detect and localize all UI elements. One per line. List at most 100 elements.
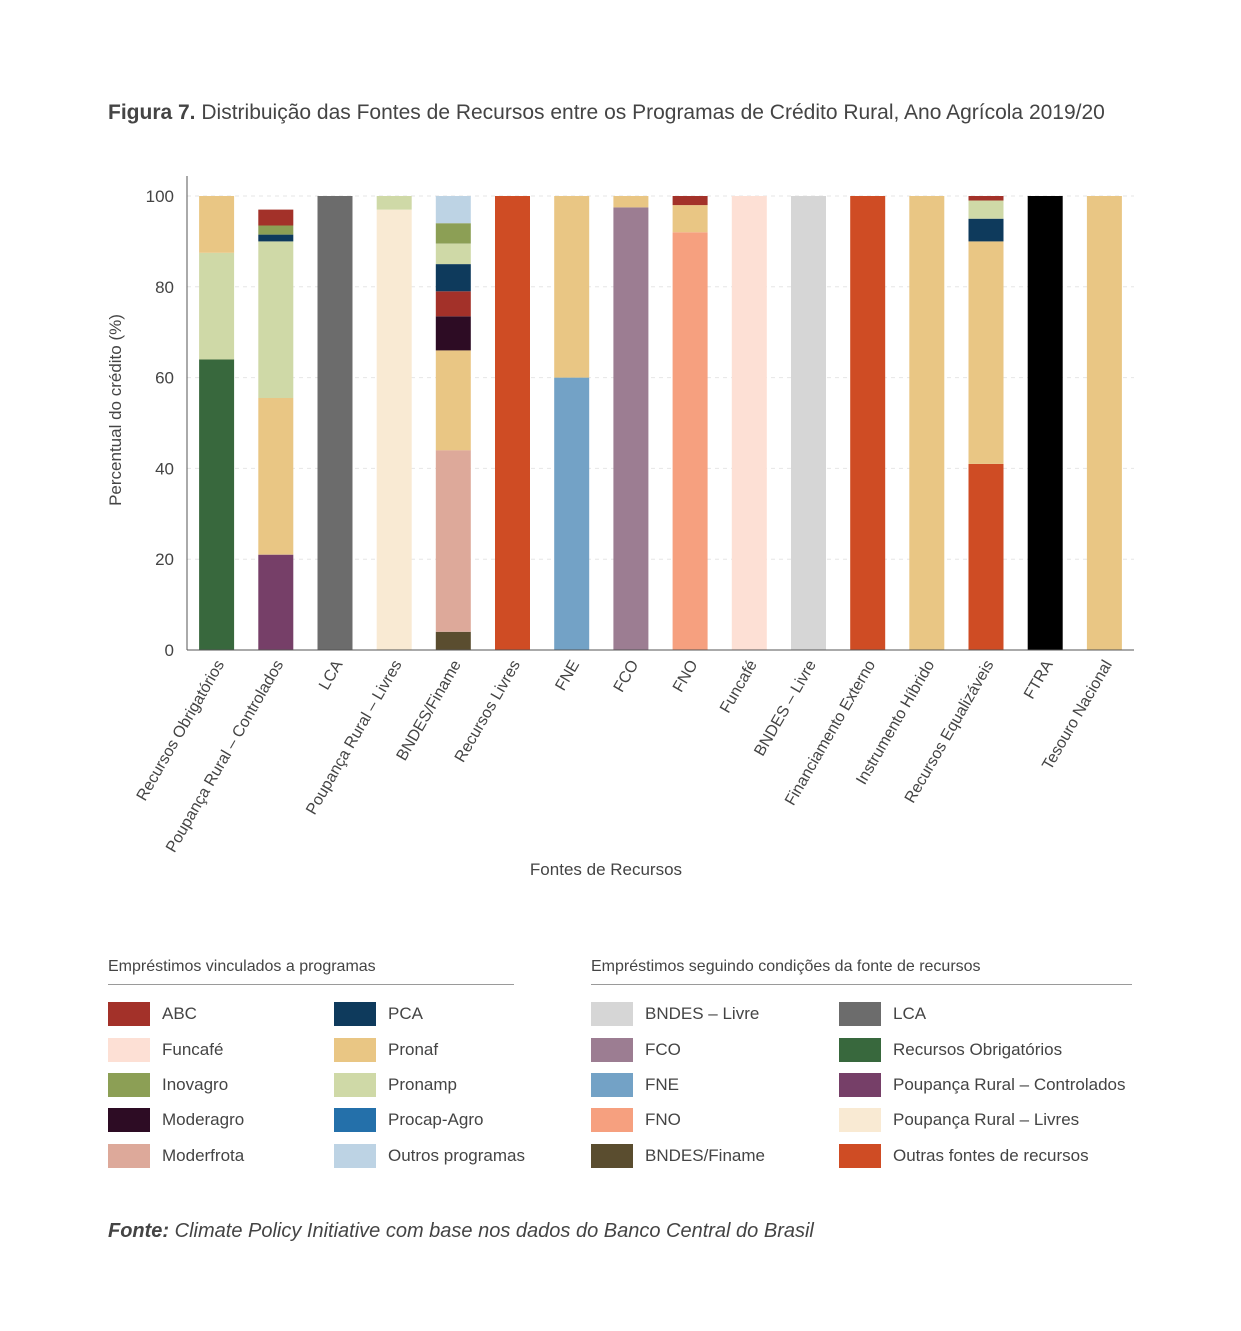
legend-item-pca: PCA: [334, 1002, 423, 1026]
legend-item-inovagro: Inovagro: [108, 1073, 228, 1097]
x-tick-label: BNDES/Finame: [394, 657, 465, 763]
legend-label: ABC: [162, 1004, 197, 1023]
x-tick-label: Recursos Livres: [452, 658, 524, 766]
legend-label: Poupança Rural – Controlados: [893, 1075, 1126, 1094]
legend-swatch: [334, 1038, 376, 1062]
y-tick-label: 80: [155, 278, 174, 297]
legend-item-poupanca-rural-livres: Poupança Rural – Livres: [839, 1108, 1079, 1132]
bar-segment-outras-fontes-de-recursos: [968, 463, 1004, 650]
bar-segment-bndes-livre: [791, 196, 826, 650]
bar-segment-abc: [968, 196, 1004, 201]
legend-label: PCA: [388, 1004, 423, 1023]
legend-label: BNDES – Livre: [645, 1004, 760, 1023]
bar-segment-fno: [672, 232, 708, 651]
bar-segment-abc: [258, 209, 294, 226]
legend-swatch: [108, 1144, 150, 1168]
legend-swatch: [591, 1108, 633, 1132]
x-tick-label: LCA: [316, 657, 346, 693]
legend-label: BNDES/Finame: [645, 1146, 765, 1165]
bar-segment-pronamp: [376, 196, 412, 210]
x-tick-label: BNDES – Livre: [751, 657, 820, 759]
bar-segment-abc: [672, 196, 708, 206]
legend-swatch: [591, 1073, 633, 1097]
legend-label: Outros programas: [388, 1146, 525, 1165]
legend-item-fco: FCO: [591, 1038, 681, 1062]
legend-item-outros-programas: Outros programas: [334, 1144, 525, 1168]
legend-swatch: [334, 1073, 376, 1097]
y-tick-label: 40: [155, 459, 174, 478]
legend-item-pronaf: Pronaf: [334, 1038, 438, 1062]
x-tick-label: FCO: [611, 658, 643, 696]
bar-segment-pronaf: [613, 196, 649, 208]
x-tick-label: Poupança Rural – Controlados: [163, 658, 287, 856]
x-tick-label: FNO: [670, 658, 702, 696]
legend-item-funcafe: Funcafé: [108, 1038, 223, 1062]
bar-segment-pronaf: [672, 205, 708, 233]
bar-segment-ftra: [1027, 196, 1063, 650]
legend-item-outras-fontes-de-recursos: Outras fontes de recursos: [839, 1144, 1089, 1168]
x-tick-label: FNE: [552, 658, 583, 694]
legend-swatch: [334, 1108, 376, 1132]
legend-label: Poupança Rural – Livres: [893, 1110, 1080, 1129]
legend-label: LCA: [893, 1004, 927, 1023]
legend-swatch: [334, 1002, 376, 1026]
legend-item-procap-agro: Procap-Agro: [334, 1108, 483, 1132]
bar-segment-poupanca-rural-controlados: [258, 554, 294, 650]
legend-label: Recursos Obrigatórios: [893, 1040, 1063, 1059]
legend-swatch: [839, 1108, 881, 1132]
bar-segment-fne: [554, 377, 590, 650]
legend-header-programs: Empréstimos vinculados a programas: [108, 958, 376, 975]
legend-label: FNO: [645, 1110, 681, 1129]
legend-label: Inovagro: [162, 1075, 229, 1094]
legend-item-pronamp: Pronamp: [334, 1073, 457, 1097]
bar-segment-bndes-finame: [435, 631, 471, 650]
legend-item-bndes-livre: BNDES – Livre: [591, 1002, 759, 1026]
legend-swatch: [108, 1002, 150, 1026]
legend-item-abc: ABC: [108, 1002, 197, 1026]
bar-segment-pronamp: [435, 243, 471, 265]
x-tick-label: Funcafé: [717, 657, 761, 716]
y-tick-label: 20: [155, 550, 174, 569]
y-axis-title: Percentual do crédito (%): [106, 314, 125, 506]
bar-segment-outras-fontes-de-recursos: [850, 196, 886, 650]
source-label: Fonte:: [108, 1220, 170, 1242]
legend-swatch: [839, 1144, 881, 1168]
legend-swatch: [108, 1073, 150, 1097]
legend-swatch: [591, 1144, 633, 1168]
legend-swatch: [839, 1002, 881, 1026]
bar-segment-inovagro: [258, 225, 294, 235]
y-tick-label: 60: [155, 369, 174, 388]
bar-segment-pronaf: [258, 398, 294, 555]
legend-item-fno: FNO: [591, 1108, 681, 1132]
bar-segment-poupanca-rural-livres: [376, 209, 412, 650]
bar-segment-outras-fontes-de-recursos: [495, 196, 530, 650]
legend-item-recursos-obrigatorios: Recursos Obrigatórios: [839, 1038, 1062, 1062]
source-note: Fonte: Climate Policy Initiative com bas…: [108, 1220, 814, 1243]
bar-segment-fco: [613, 207, 649, 650]
legend-item-bndes-finame: BNDES/Finame: [591, 1144, 765, 1168]
legend-label: Pronaf: [388, 1040, 439, 1059]
legend-divider-programs: [108, 984, 514, 985]
legend-swatch: [591, 1038, 633, 1062]
legend-swatch: [839, 1073, 881, 1097]
figure-number: Figura 7.: [108, 101, 196, 124]
bar-segment-pronaf: [1086, 196, 1122, 650]
y-tick-label: 0: [165, 641, 174, 660]
legend-item-moderagro: Moderagro: [108, 1108, 244, 1132]
legend-item-poupanca-rural-controlados: Poupança Rural – Controlados: [839, 1073, 1125, 1097]
legend-swatch: [334, 1144, 376, 1168]
bar-segment-inovagro: [435, 223, 471, 244]
legend-label: Moderfrota: [162, 1146, 245, 1165]
bar-segment-pronaf: [909, 196, 945, 650]
x-axis-title: Fontes de Recursos: [530, 860, 682, 879]
legend-label: FNE: [645, 1075, 679, 1094]
bar-segment-moderfrota: [435, 450, 471, 632]
legend-swatch: [839, 1038, 881, 1062]
bar-segment-pronaf: [435, 350, 471, 451]
bar-segment-pronaf: [968, 241, 1004, 464]
legend-item-moderfrota: Moderfrota: [108, 1144, 244, 1168]
legend-label: FCO: [645, 1040, 681, 1059]
legend-header-sources: Empréstimos seguindo condições da fonte …: [591, 958, 981, 975]
bar-segment-pronaf: [554, 196, 590, 378]
